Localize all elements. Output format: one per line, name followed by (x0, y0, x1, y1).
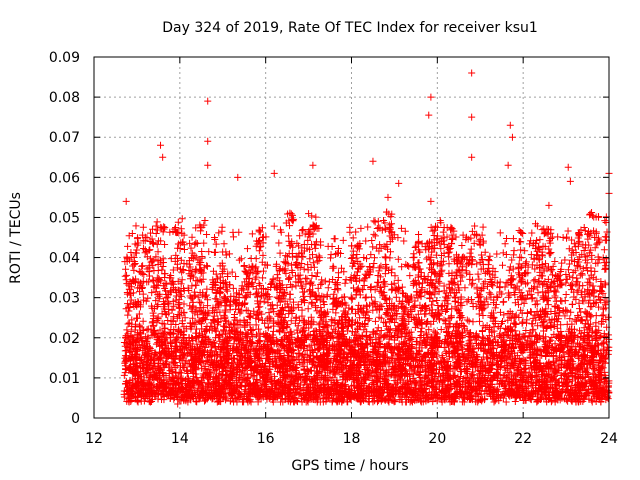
data-points (120, 69, 613, 408)
scatter-point (166, 367, 174, 375)
scatter-point (308, 347, 316, 355)
scatter-point (212, 334, 220, 342)
chart-title: Day 324 of 2019, Rate Of TEC Index for r… (162, 20, 538, 36)
scatter-point (254, 398, 262, 406)
scatter-point (326, 373, 334, 381)
scatter-point (294, 350, 302, 358)
scatter-point (300, 345, 308, 353)
scatter-point (270, 372, 278, 380)
scatter-point (578, 375, 586, 383)
